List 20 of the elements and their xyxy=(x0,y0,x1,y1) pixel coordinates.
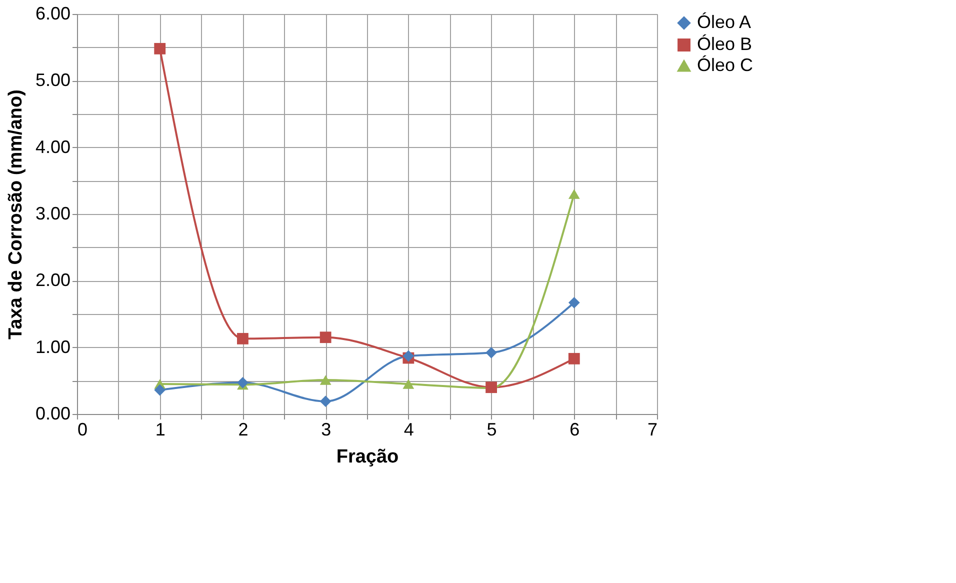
y-tick-label: 6.00 xyxy=(35,4,70,24)
y-axis-title: Taxa de Corrosão (mm/ano) xyxy=(5,90,26,340)
x-tick-label: 1 xyxy=(155,420,166,440)
x-tick-label: 3 xyxy=(321,420,332,440)
y-tick-label: 1.00 xyxy=(35,336,70,357)
legend-label: Óleo A xyxy=(697,12,752,32)
x-axis-title: Fração xyxy=(336,446,399,468)
legend-label: Óleo C xyxy=(697,55,754,75)
x-tick-label: 5 xyxy=(486,420,497,440)
x-tick-label: 0 xyxy=(78,420,88,440)
y-tick-label: 0.00 xyxy=(35,404,70,424)
y-tick-label: 4.00 xyxy=(35,136,70,157)
x-tick-label: 2 xyxy=(238,420,248,440)
legend-label: Óleo B xyxy=(697,34,752,54)
x-tick-label: 6 xyxy=(570,420,580,440)
x-tick-label: 7 xyxy=(647,420,658,440)
x-tick-label: 4 xyxy=(404,420,414,440)
y-tick-label: 2.00 xyxy=(35,270,70,290)
y-tick-label: 5.00 xyxy=(35,70,70,90)
y-tick-label: 3.00 xyxy=(35,204,70,224)
